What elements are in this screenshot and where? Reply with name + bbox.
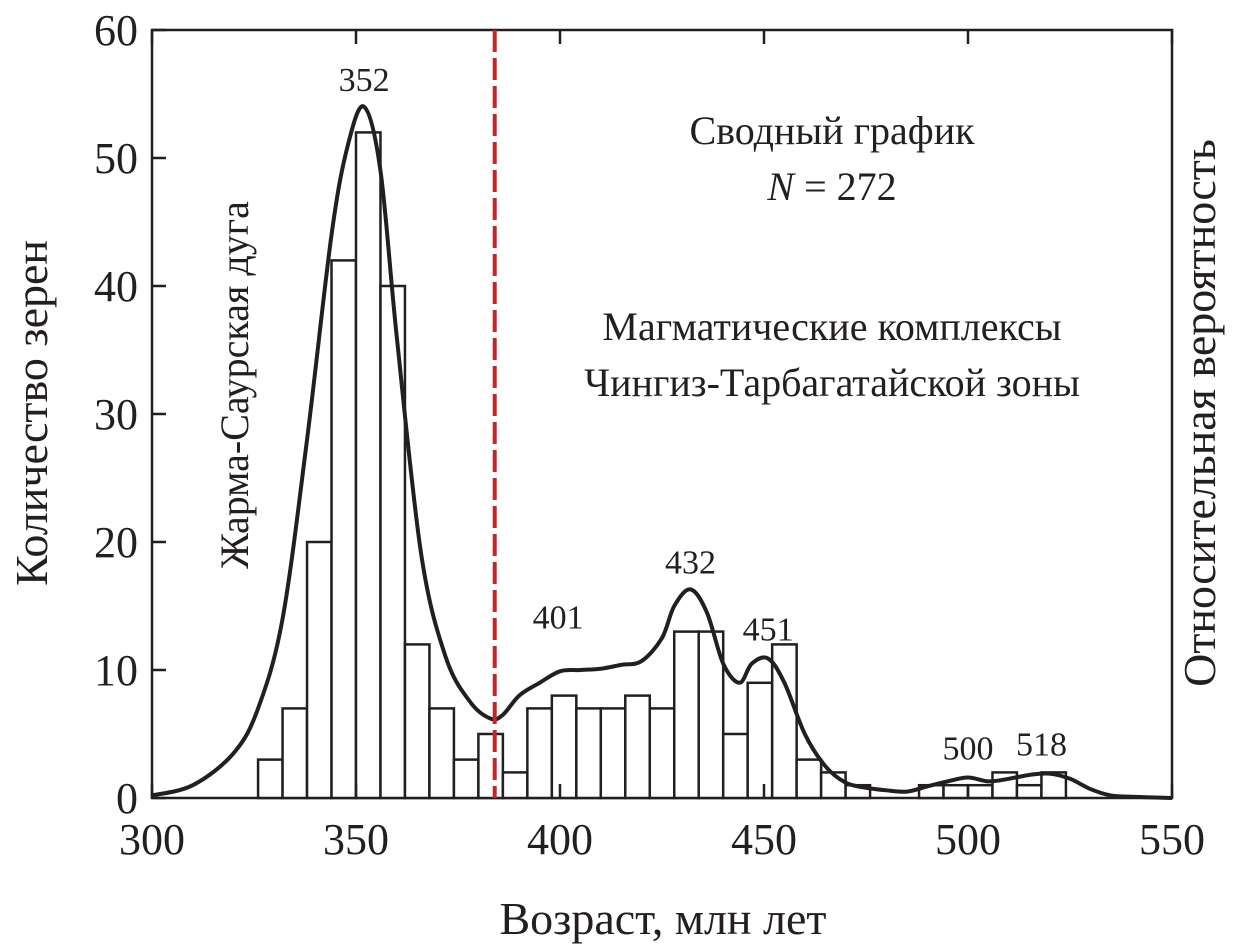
- peak-label: 352: [339, 62, 390, 99]
- histogram-bar: [795, 758, 823, 800]
- histogram-bar: [305, 540, 333, 800]
- x-axis-title: Возраст, млн лет: [500, 893, 827, 944]
- annotation-right-zone-line2: Чингиз-Тарбагатайской зоны: [584, 360, 1080, 405]
- histogram-bar: [624, 694, 652, 800]
- annotation-sample-size: N = 272: [766, 164, 896, 209]
- x-tick-label: 300: [119, 815, 185, 864]
- y-tick-label: 0: [116, 774, 138, 823]
- histogram-bar: [354, 131, 382, 800]
- histogram-bar: [672, 630, 700, 800]
- y-tick-label: 30: [94, 390, 138, 439]
- peak-label: 432: [665, 544, 716, 581]
- histogram-bar: [550, 694, 578, 800]
- histogram-bar: [330, 259, 358, 800]
- n-value: = 272: [794, 164, 897, 209]
- histogram-bar: [575, 707, 603, 800]
- peak-label: 500: [943, 731, 994, 768]
- histogram-bar: [746, 681, 774, 800]
- peak-label: 401: [533, 599, 584, 636]
- histogram-bar: [403, 643, 431, 800]
- y-tick-label: 40: [94, 262, 138, 311]
- histogram-bar: [526, 707, 554, 800]
- histogram-bar: [648, 707, 676, 800]
- histogram-bar: [477, 732, 505, 800]
- histogram-bars: [256, 131, 1068, 800]
- histogram-bar: [942, 783, 970, 800]
- histogram-bar: [452, 758, 480, 800]
- axis-ticks: 300 350 400 450 500 550 0 10 20 30 40 50 60: [94, 6, 1205, 864]
- y-tick-label: 50: [94, 134, 138, 183]
- histogram-bar: [697, 630, 725, 800]
- peak-label: 518: [1016, 727, 1067, 764]
- x-tick-label: 450: [731, 815, 797, 864]
- histogram-bar: [966, 783, 994, 800]
- y-tick-label: 20: [94, 518, 138, 567]
- histogram-bar: [281, 707, 309, 800]
- y-tick-label: 10: [94, 646, 138, 695]
- n-symbol: N: [766, 164, 796, 209]
- annotation-title: Сводный график: [689, 108, 975, 153]
- peak-labels: 352 401 432 451 500 518: [339, 62, 1067, 768]
- x-tick-label: 550: [1139, 815, 1205, 864]
- probability-curve: [151, 104, 1173, 800]
- x-tick-label: 400: [527, 815, 593, 864]
- histogram-bar: [1015, 783, 1043, 800]
- histogram-bar: [428, 707, 456, 800]
- x-tick-label: 350: [323, 815, 389, 864]
- histogram-bar: [256, 758, 284, 800]
- y2-axis-title: Относительная вероятность: [1174, 139, 1225, 687]
- y-tick-label: 60: [94, 6, 138, 55]
- y-axis-title: Количество зерен: [6, 240, 57, 586]
- histogram-bar: [501, 771, 529, 800]
- annotation-left-zone: Жарма-Саурская дуга: [212, 201, 257, 569]
- peak-label: 451: [743, 611, 794, 648]
- x-tick-label: 500: [935, 815, 1001, 864]
- histogram-bar: [721, 732, 749, 800]
- annotation-right-zone-line1: Магматические комплексы: [602, 304, 1061, 349]
- histogram-bar: [599, 707, 627, 800]
- plot-frame: [150, 28, 1174, 800]
